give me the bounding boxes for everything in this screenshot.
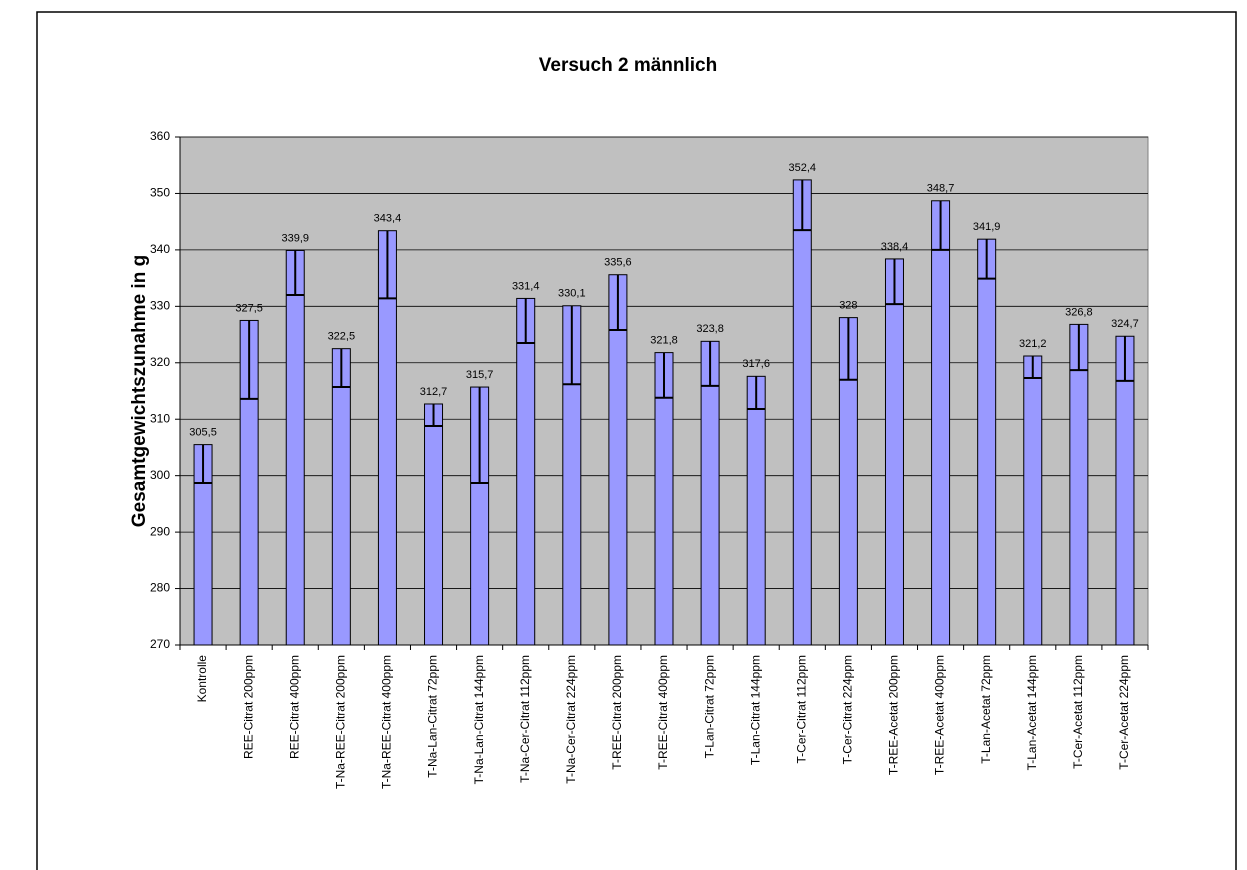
y-tick-label: 300 — [150, 468, 170, 482]
y-tick-label: 310 — [150, 411, 170, 425]
value-label: 317,6 — [742, 358, 770, 370]
x-tick-label: T-Cer-Citrat 112ppm — [794, 655, 808, 763]
x-tick-label: T-Lan-Citrat 144ppm — [748, 655, 762, 765]
x-tick-label: T-Na-REE-Citrat 200ppm — [334, 655, 348, 789]
bar — [424, 403, 444, 646]
bar — [931, 200, 951, 646]
x-tick-label: T-Na-Lan-Citrat 144ppm — [472, 655, 486, 784]
value-label: 335,6 — [604, 257, 632, 269]
y-tick-label: 360 — [150, 129, 170, 143]
y-tick-label: 330 — [150, 299, 170, 313]
bar — [1023, 355, 1043, 646]
x-tick-label: T-REE-Acetat 400ppm — [933, 655, 947, 775]
x-tick-label: T-Lan-Acetat 144ppm — [1025, 655, 1039, 770]
x-tick-label: T-Cer-Acetat 224ppm — [1117, 655, 1131, 770]
y-tick-label: 280 — [150, 581, 170, 595]
bar — [792, 179, 812, 646]
value-label: 315,7 — [466, 369, 494, 381]
bar — [516, 297, 536, 646]
value-label: 327,5 — [235, 302, 263, 314]
value-label: 321,8 — [650, 335, 678, 347]
y-tick-label: 340 — [150, 242, 170, 256]
value-label: 322,5 — [328, 331, 356, 343]
x-tick-label: T-Lan-Acetat 72ppm — [979, 655, 993, 764]
x-tick-label: REE-Citrat 200ppm — [241, 655, 255, 759]
y-tick-label: 320 — [150, 355, 170, 369]
bar — [977, 238, 997, 646]
y-tick-label: 270 — [150, 637, 170, 651]
x-tick-label: T-Na-Lan-Citrat 72ppm — [426, 655, 440, 778]
value-label: 331,4 — [512, 280, 540, 292]
bar — [331, 348, 351, 646]
value-label: 321,2 — [1019, 338, 1047, 350]
x-tick-label: T-REE-Citrat 200ppm — [610, 655, 624, 770]
bar — [1069, 323, 1089, 646]
x-tick-label: T-REE-Acetat 200ppm — [887, 655, 901, 775]
value-label: 348,7 — [927, 183, 955, 195]
value-label: 330,1 — [558, 288, 586, 300]
x-tick-label: T-Cer-Citrat 224ppm — [841, 655, 855, 764]
value-label: 305,5 — [189, 427, 217, 439]
bar — [746, 375, 766, 646]
x-tick-label: Kontrolle — [195, 655, 209, 703]
x-tick-label: REE-Citrat 400ppm — [287, 655, 301, 759]
x-tick-label: T-Lan-Citrat 72ppm — [702, 655, 716, 758]
value-label: 341,9 — [973, 221, 1001, 233]
value-label: 338,4 — [881, 241, 909, 253]
x-tick-label: T-Na-REE-Citrat 400ppm — [380, 655, 394, 789]
chart-title: Versuch 2 männlich — [539, 55, 717, 76]
x-tick-label: T-REE-Citrat 400ppm — [656, 655, 670, 770]
y-axis-label: Gesamtgewichtszunahme in g — [129, 255, 150, 527]
y-tick-label: 350 — [150, 186, 170, 200]
bar — [1115, 335, 1135, 646]
value-label: 328 — [839, 300, 857, 312]
x-tick-label: T-Na-Cer-Citrat 224ppm — [564, 655, 578, 784]
bar — [285, 249, 305, 646]
value-label: 312,7 — [420, 386, 448, 398]
bar — [884, 258, 904, 646]
x-tick-label: T-Cer-Acetat 112ppm — [1071, 655, 1085, 769]
value-label: 339,9 — [281, 232, 309, 244]
value-label: 326,8 — [1065, 306, 1093, 318]
x-tick-label: T-Na-Cer-Citrat 112ppm — [518, 655, 532, 783]
value-label: 324,7 — [1111, 318, 1139, 330]
y-tick-label: 290 — [150, 524, 170, 538]
value-label: 323,8 — [696, 323, 724, 335]
value-label: 343,4 — [374, 213, 402, 225]
value-label: 352,4 — [789, 162, 817, 174]
